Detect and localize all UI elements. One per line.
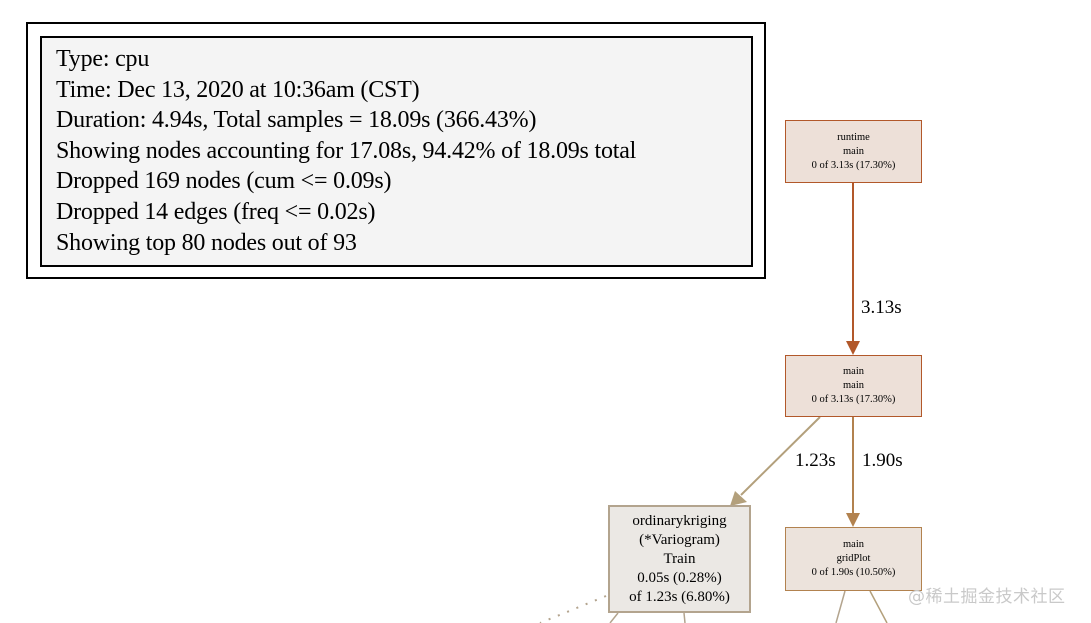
edge-main-to-train <box>740 416 821 496</box>
node-flat-cost: 0.05s (0.28%) <box>637 569 722 586</box>
edge-dotted-inline <box>539 595 607 623</box>
node-package: runtime <box>837 131 870 143</box>
edge-label-1-90s: 1.90s <box>862 450 903 471</box>
node-function: Train <box>663 550 696 567</box>
edge-label-3-13s: 3.13s <box>861 297 902 318</box>
node-function: gridPlot <box>836 553 871 564</box>
node-cum-cost: of 1.23s (6.80%) <box>629 588 730 605</box>
node-receiver: (*Variogram) <box>639 531 720 548</box>
legend-dropped-edges: Dropped 14 edges (freq <= 0.02s) <box>56 198 376 225</box>
node-cost: 0 of 3.13s (17.30%) <box>811 159 896 171</box>
node-main-main[interactable]: main main 0 of 3.13s (17.30%) <box>785 355 922 417</box>
node-package: main <box>843 366 864 377</box>
edge-gridplot-out-1 <box>835 590 846 623</box>
legend-duration: Duration: 4.94s, Total samples = 18.09s … <box>56 107 537 134</box>
arrow-head-icon <box>846 513 860 527</box>
profile-legend: Type: cpu Time: Dec 13, 2020 at 10:36am … <box>40 36 753 267</box>
legend-time: Time: Dec 13, 2020 at 10:36am (CST) <box>56 76 420 103</box>
node-package: ordinarykriging <box>632 512 727 529</box>
node-main-gridplot[interactable]: main gridPlot 0 of 1.90s (10.50%) <box>785 527 922 591</box>
node-runtime-main[interactable]: runtime main 0 of 3.13s (17.30%) <box>785 120 922 183</box>
edge-gridplot-out-2 <box>869 590 888 623</box>
watermark: @稀土掘金技术社区 <box>908 587 1066 607</box>
node-cost: 0 of 1.90s (10.50%) <box>811 567 896 578</box>
edge-label-1-23s: 1.23s <box>795 450 836 471</box>
node-function: main <box>843 145 864 157</box>
legend-type: Type: cpu <box>56 46 150 72</box>
node-package: main <box>843 539 864 550</box>
arrow-head-icon <box>846 341 860 355</box>
legend-dropped-nodes: Dropped 169 nodes (cum <= 0.09s) <box>56 168 392 195</box>
legend-top-nodes: Showing top 80 nodes out of 93 <box>56 229 357 256</box>
arrow-head-icon <box>730 491 747 506</box>
node-function: main <box>843 380 864 391</box>
edge-train-out-1 <box>609 612 619 623</box>
legend-showing-nodes: Showing nodes accounting for 17.08s, 94.… <box>56 137 637 164</box>
node-variogram-train[interactable]: ordinarykriging (*Variogram) Train 0.05s… <box>608 505 751 613</box>
edge-train-out-2 <box>683 612 686 623</box>
node-cost: 0 of 3.13s (17.30%) <box>811 394 896 405</box>
